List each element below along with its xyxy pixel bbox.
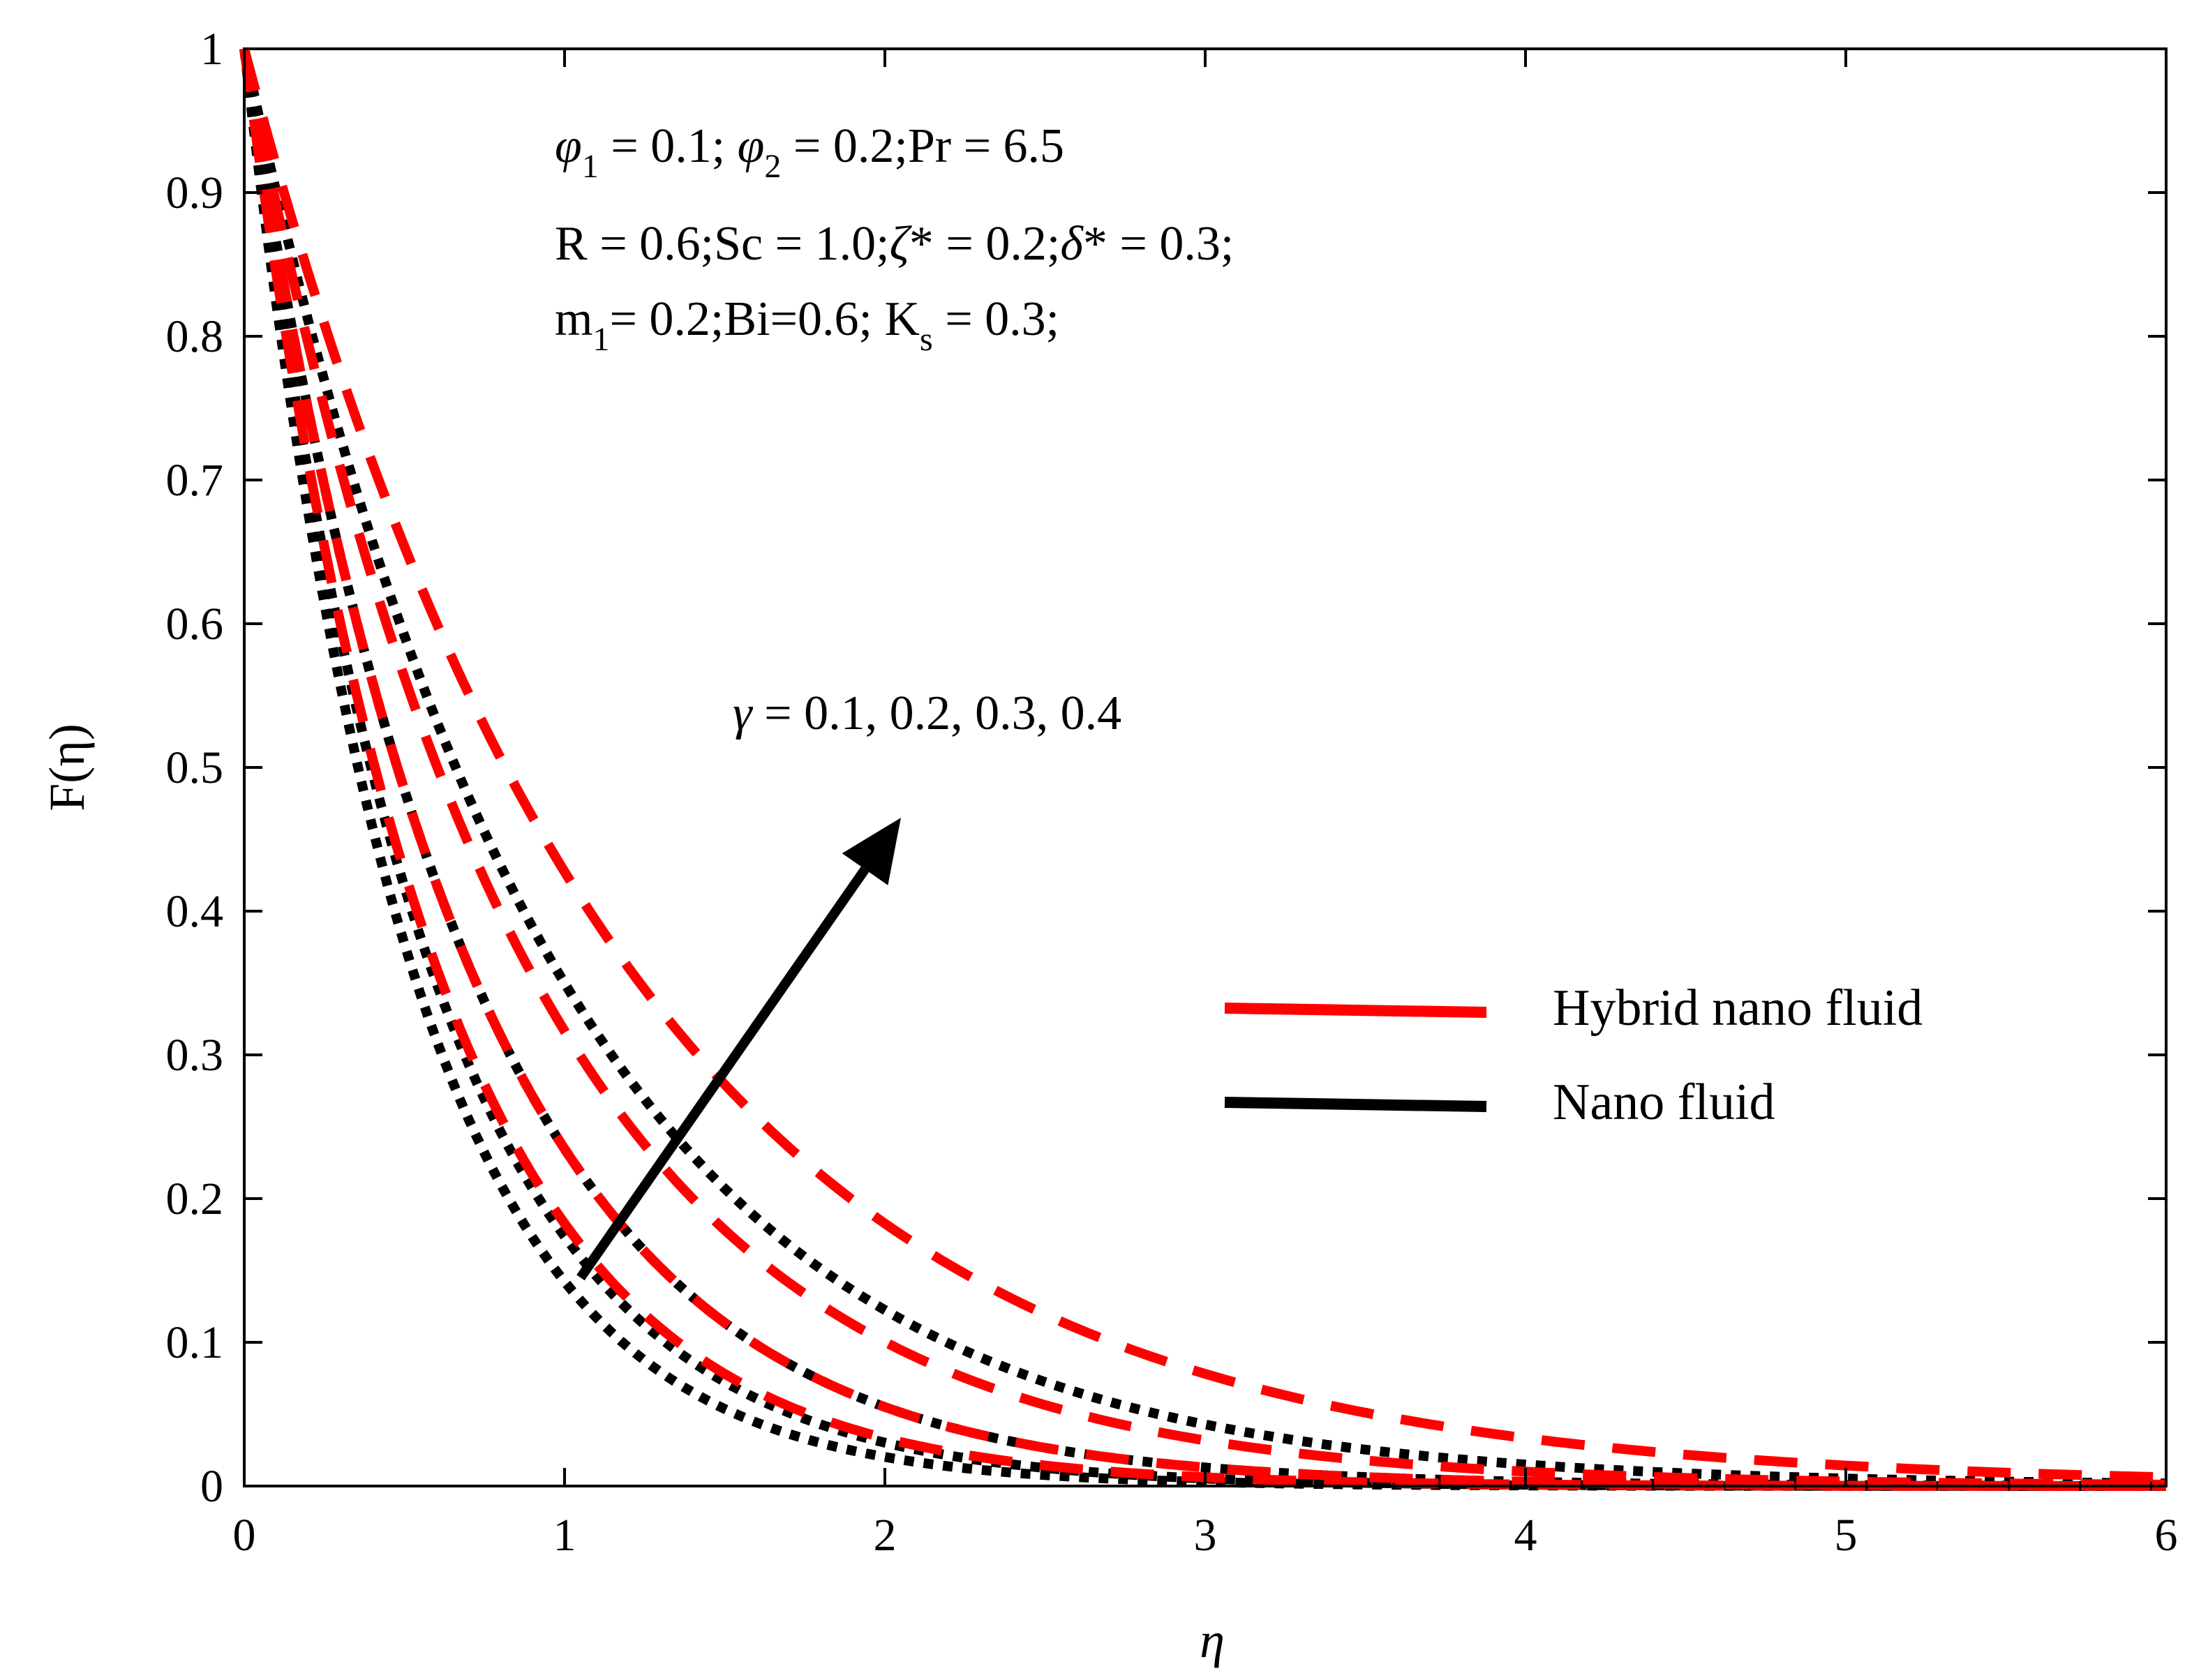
x-tick-label: 1 [553,1510,576,1561]
trend-arrow-shaft [576,866,870,1281]
x-tick-label: 3 [1194,1510,1217,1561]
y-tick-label: 0.3 [166,1030,224,1081]
series-line-hybrid-7 [239,47,2166,1490]
y-tick-label: 0.2 [166,1173,224,1224]
series-line-hybrid-6 [239,47,2167,1491]
legend-label-2: Nano fluid [1553,1074,1775,1131]
legend: Hybrid nano fluid Nano fluid [1224,980,1923,1131]
x-tick-label: 5 [1835,1510,1858,1561]
y-tick-label: 0.8 [166,311,224,362]
y-tick-label: 0.5 [166,742,224,793]
legend-swatch-1 [1224,1003,1487,1018]
gamma-annotation: γ = 0.1, 0.2, 0.3, 0.4 [733,687,1121,740]
y-axis-title: F(η) [39,723,95,811]
series-line-hybrid-8 [239,47,2167,1483]
annotation-line-3: m1= 0.2;Bi=0.6; Ks = 0.3; [555,292,1059,358]
x-tick-label: 6 [2155,1510,2178,1561]
y-tick-label: 0.6 [166,599,224,650]
y-tick-label: 0.7 [166,455,224,506]
y-tick-label: 0.9 [166,167,224,218]
annotation-line-1: φ1 = 0.1; φ2 = 0.2;Pr = 6.5 [555,119,1064,185]
y-tick-label: 0.4 [166,886,224,937]
x-axis-title: η [1200,1612,1225,1668]
y-tick-label: 0.1 [166,1317,224,1368]
legend-swatch-2 [1224,1097,1487,1112]
y-tick-label: 0 [200,1461,223,1512]
x-tick-label: 2 [874,1510,897,1561]
series-line-nano-2 [239,48,2166,1491]
axes-layer: 0 1 2 3 4 5 6 0 0.1 0.2 0.3 0.4 0.5 0.6 0.7 0.8 0.9 1 η F(η… [39,24,2178,1668]
annotation-line-2: R = 0.6;Sc = 1.0;ζ* = 0.2;δ* = 0.3; [555,217,1234,271]
x-tick-label: 4 [1514,1510,1537,1561]
annotation-layer: φ1 = 0.1; φ2 = 0.2;Pr = 6.5 R = 0.6;Sc = … [555,119,1234,1281]
x-tick-label: 0 [233,1510,256,1561]
y-tick-label: 1 [200,24,223,75]
trend-arrow-head [842,818,901,885]
legend-label-1: Hybrid nano fluid [1553,980,1923,1037]
